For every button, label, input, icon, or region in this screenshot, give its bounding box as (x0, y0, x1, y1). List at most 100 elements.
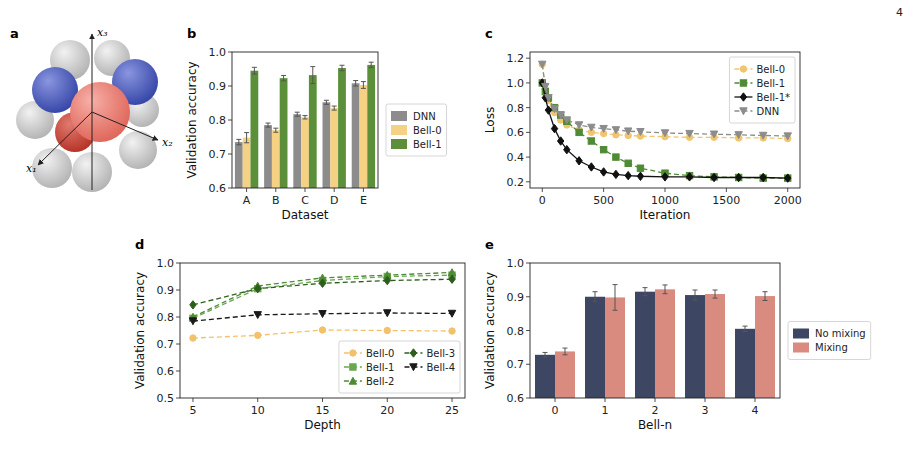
marker (190, 335, 196, 341)
y-tick-label: 0.2 (507, 176, 525, 189)
y-tick-label: 0.7 (507, 358, 525, 371)
x-tick-label: B (272, 194, 280, 207)
marker (384, 276, 390, 284)
x-tick-label: 5 (189, 404, 196, 417)
legend-item: Bell-1* (734, 92, 790, 103)
y-tick-label: 0.8 (157, 311, 175, 324)
bar (338, 68, 346, 188)
marker (189, 318, 196, 325)
legend-label: DNN (756, 106, 779, 117)
error-bar (332, 106, 337, 110)
error-cap (252, 74, 257, 75)
x-tick (555, 398, 556, 402)
error-cap (332, 106, 337, 107)
bar (555, 351, 575, 398)
y-tick (526, 330, 530, 331)
plot-frame (232, 52, 378, 188)
error-line (695, 290, 696, 300)
error-line (246, 133, 247, 143)
y-tick-label: 0.5 (157, 392, 175, 405)
bar (655, 289, 675, 398)
error-line (355, 81, 356, 86)
marker (637, 129, 644, 136)
marker (588, 138, 594, 144)
x-tick (542, 188, 543, 192)
marker (710, 131, 717, 138)
marker (575, 122, 582, 129)
x-tick-label: 2 (652, 404, 659, 417)
y-tick (526, 157, 530, 158)
error-cap (743, 331, 748, 332)
y-tick-label: 0.8 (507, 102, 525, 115)
axis-arrow (92, 34, 93, 190)
marker (625, 171, 631, 179)
x-tick (726, 188, 727, 192)
legend-item: DNN (734, 106, 779, 117)
error-bar (236, 139, 241, 144)
error-bar (310, 67, 315, 84)
y-tick-label: 0.9 (157, 284, 175, 297)
marker (539, 61, 546, 68)
y-axis-title: Validation accuracy (133, 272, 147, 389)
marker (600, 146, 606, 152)
error-cap (266, 123, 271, 124)
marker (613, 170, 619, 178)
error-line (565, 348, 566, 355)
marker (686, 173, 692, 181)
sphere-diagram (16, 34, 159, 192)
x-tick-label: 4 (752, 404, 759, 417)
y-tick (526, 107, 530, 108)
bar (301, 117, 309, 188)
bar (243, 138, 251, 188)
error-cap (273, 132, 278, 133)
legend-marker (349, 377, 356, 384)
x-tick (787, 188, 788, 192)
x-tick-label: 20 (380, 404, 394, 417)
y-tick-label: 0.9 (507, 291, 525, 304)
error-line (268, 123, 269, 127)
error-line (371, 62, 372, 67)
error-line (334, 106, 335, 110)
error-cap (273, 128, 278, 129)
x-tick-label: 1500 (712, 194, 740, 207)
error-bar (273, 128, 278, 132)
error-cap (310, 66, 315, 67)
error-line (615, 285, 616, 311)
x-axis-title: Dataset (282, 208, 329, 222)
error-cap (252, 67, 257, 68)
marker (449, 328, 455, 334)
x-tick-label: 10 (251, 404, 265, 417)
legend-label: DNN (413, 111, 436, 122)
plot-data (535, 285, 775, 398)
error-bar (266, 123, 271, 127)
bar (330, 108, 338, 188)
plot-data (189, 269, 455, 342)
marker (588, 124, 595, 131)
error-line (745, 326, 746, 331)
error-bar (593, 292, 598, 302)
y-tick (228, 52, 232, 53)
y-tick-label: 1.0 (209, 46, 227, 59)
y-tick (526, 263, 530, 264)
error-line (297, 112, 298, 116)
error-bar (281, 75, 286, 80)
bar (635, 292, 655, 398)
y-tick (526, 58, 530, 59)
error-line (254, 67, 255, 74)
error-line (275, 128, 276, 132)
y-tick-label: 1.0 (507, 77, 525, 90)
error-line (312, 67, 313, 84)
line (193, 272, 452, 317)
x-tick (603, 188, 604, 192)
error-cap (324, 104, 329, 105)
error-bar (369, 62, 374, 67)
marker (551, 124, 557, 132)
error-cap (236, 144, 241, 145)
error-cap (266, 127, 271, 128)
error-cap (643, 287, 648, 288)
marker (735, 132, 742, 139)
error-cap (763, 300, 768, 301)
legend-marker (410, 349, 416, 357)
legend-label: Mixing (815, 342, 848, 353)
marker (319, 327, 325, 333)
